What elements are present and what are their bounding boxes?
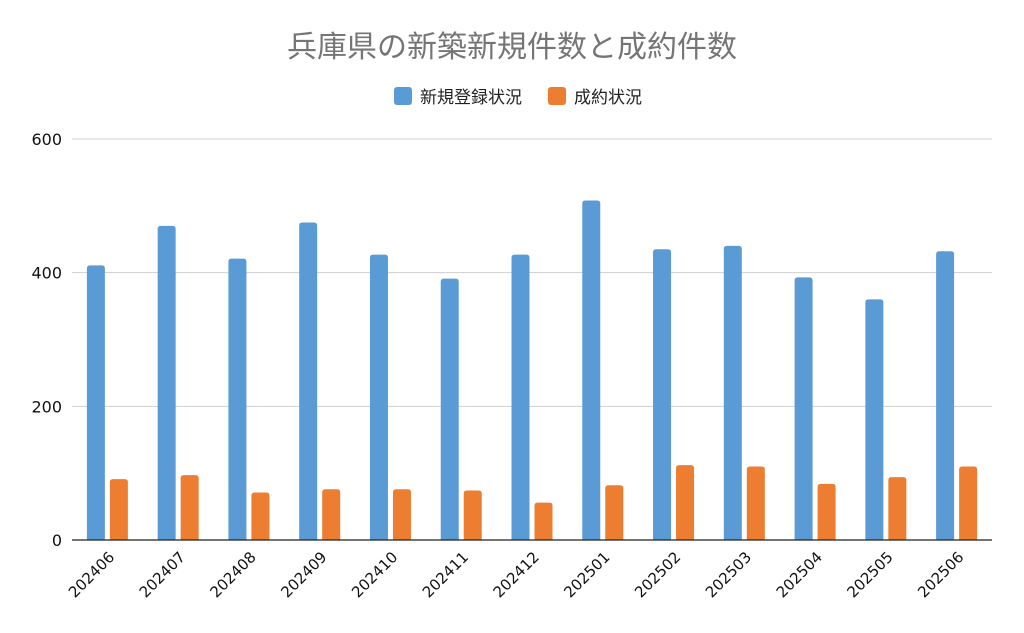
x-tick-label: 202412 xyxy=(490,548,543,601)
bar-contracts xyxy=(463,490,482,540)
bar-contracts xyxy=(817,483,836,540)
chart-title: 兵庫県の新築新規件数と成約件数 xyxy=(287,30,737,65)
bar-contracts xyxy=(322,489,341,540)
bar-contracts xyxy=(109,479,128,540)
bar-new-listings xyxy=(86,265,105,540)
bar-new-listings xyxy=(228,258,247,540)
x-tick-label: 202501 xyxy=(560,548,613,601)
y-tick-label: 600 xyxy=(31,130,62,149)
x-tick-label: 202506 xyxy=(914,548,967,601)
y-tick-label: 200 xyxy=(31,397,62,416)
legend-label: 成約状況 xyxy=(574,88,642,108)
bar-contracts xyxy=(959,466,978,540)
bar-new-listings xyxy=(865,299,884,540)
x-tick-label: 202406 xyxy=(65,548,118,601)
x-tick-label: 202505 xyxy=(843,548,896,601)
bar-contracts xyxy=(251,492,270,540)
bar-new-listings xyxy=(936,251,955,540)
bar-new-listings xyxy=(157,225,176,540)
bar-new-listings xyxy=(794,277,813,540)
bars xyxy=(86,200,978,540)
bar-contracts xyxy=(888,477,907,540)
bar-new-listings xyxy=(511,254,530,540)
y-axis: 0 200 400 600 xyxy=(31,130,62,550)
bar-contracts xyxy=(605,485,624,540)
x-tick-label: 202407 xyxy=(136,548,189,601)
x-tick-label: 202503 xyxy=(702,548,755,601)
bar-new-listings xyxy=(582,200,601,540)
bar-contracts xyxy=(180,475,199,540)
x-axis: 202406 202407 202408 202409 202410 202411 2024… xyxy=(65,539,992,601)
bar-new-listings xyxy=(653,249,672,540)
bar-contracts xyxy=(534,502,553,540)
bar-new-listings xyxy=(299,222,318,540)
legend: 新規登録状況 成約状況 xyxy=(394,87,642,108)
gridlines xyxy=(72,138,992,407)
x-tick-label: 202502 xyxy=(631,548,684,601)
bar-new-listings xyxy=(440,278,459,540)
y-tick-label: 400 xyxy=(31,264,62,283)
y-tick-label: 0 xyxy=(52,531,62,550)
bar-new-listings xyxy=(369,254,388,540)
x-tick-label: 202504 xyxy=(773,548,826,601)
legend-swatch xyxy=(548,87,566,105)
legend-label: 新規登録状況 xyxy=(420,88,522,108)
x-tick-label: 202409 xyxy=(277,548,330,601)
bar-contracts xyxy=(676,465,695,540)
bar-new-listings xyxy=(723,245,742,540)
bar-contracts xyxy=(392,489,411,540)
legend-swatch xyxy=(394,87,412,105)
x-tick-label: 202408 xyxy=(207,548,260,601)
x-tick-label: 202410 xyxy=(348,548,401,601)
x-tick-label: 202411 xyxy=(419,548,472,601)
bar-contracts xyxy=(746,466,765,540)
